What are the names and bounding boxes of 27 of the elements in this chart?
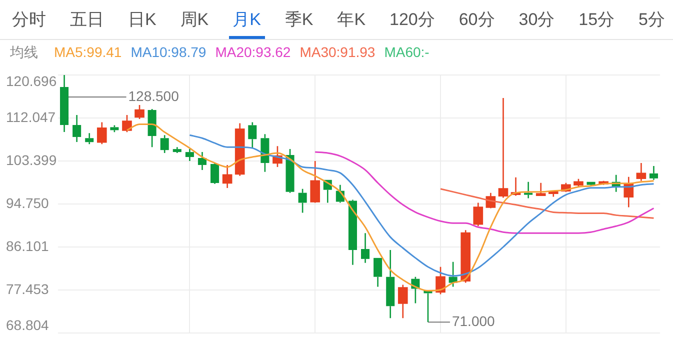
y-tick-label: 68.804 — [6, 316, 50, 333]
y-tick-label: 86.101 — [6, 238, 50, 254]
text: 周K — [180, 9, 209, 31]
text: 日K — [128, 9, 156, 31]
text: 120分 — [390, 9, 435, 31]
y-tick-label: 77.453 — [6, 280, 50, 297]
text: MA30:91.93 — [300, 44, 376, 60]
text: 15分 — [578, 9, 615, 31]
text: 年K — [337, 9, 366, 31]
text: 30分 — [518, 9, 555, 31]
annotation: 71.000 — [452, 312, 496, 329]
text: 60分 — [458, 9, 495, 31]
y-tick-label: 120.696 — [6, 72, 57, 89]
y-tick-label: 103.399 — [6, 152, 57, 168]
y-tick-label: 112.047 — [6, 108, 56, 125]
legend-label: MA60:- — [384, 44, 430, 60]
text: 分时 — [12, 9, 46, 31]
legend-title: 均线 — [10, 44, 38, 60]
annotation: 128.500 — [128, 88, 180, 104]
y-tick-label: 94.750 — [6, 194, 50, 211]
text: MA10:98.79 — [130, 44, 206, 60]
text: 季K — [284, 9, 314, 31]
text: 五日 — [70, 9, 104, 31]
text: MA20:93.62 — [215, 44, 291, 60]
text: 5分 — [638, 9, 665, 31]
text: MA5:99.41 — [54, 44, 122, 60]
text: 月K — [232, 0, 261, 39]
